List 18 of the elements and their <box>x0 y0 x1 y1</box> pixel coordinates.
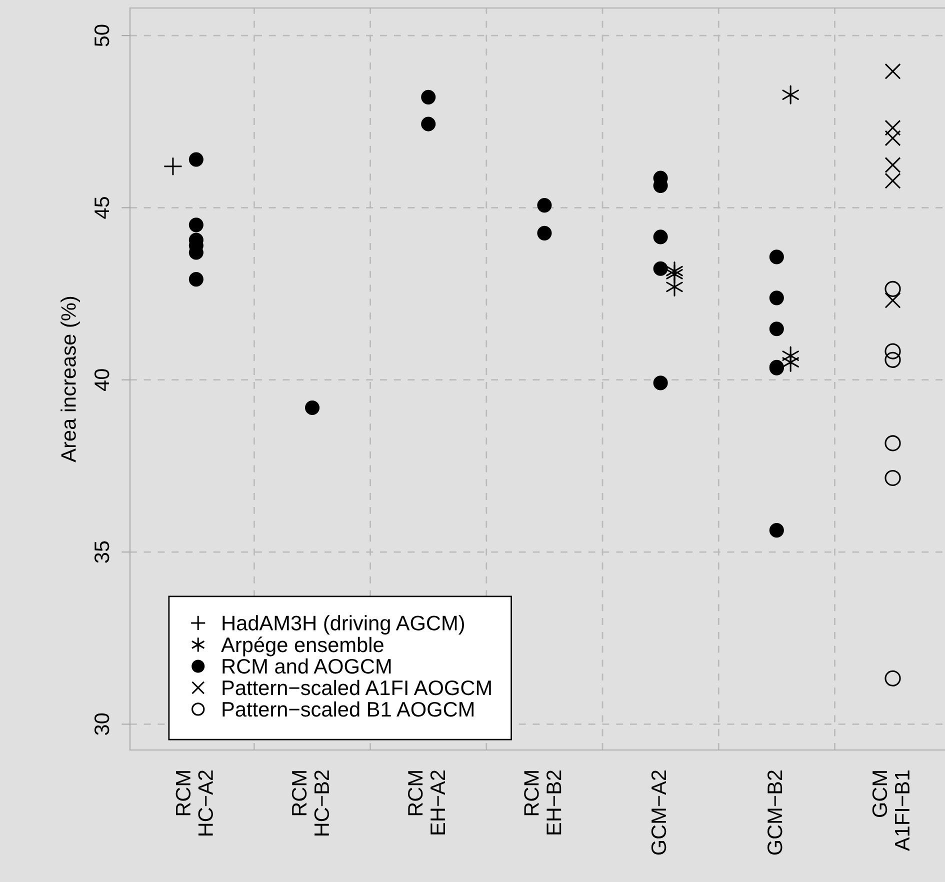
x-tick-label: RCM EH−A2 <box>408 770 445 834</box>
y-tick-label: 45 <box>94 196 110 219</box>
legend-label: HadAM3H (driving AGCM) <box>222 615 464 635</box>
x-tick-label: GCM A1FI−B1 <box>872 770 910 852</box>
y-tick-label: 30 <box>94 713 110 735</box>
x-tick-label: GCM−B2 <box>768 770 782 855</box>
x-tick-label: RCM HC−B2 <box>292 770 330 836</box>
y-tick-label: 50 <box>94 24 110 46</box>
legend-label: RCM and AOGCM <box>222 658 391 674</box>
x-tick-label: RCM HC−A2 <box>176 770 213 836</box>
legend-label: Arpége ensemble <box>221 636 384 656</box>
legend-label: Pattern−scaled B1 AOGCM <box>222 701 474 717</box>
y-tick-label: 35 <box>94 541 110 563</box>
x-tick-label: GCM−A2 <box>651 770 666 855</box>
x-tick-label: RCM EH−B2 <box>524 770 562 834</box>
legend-label: Pattern−scaled A1FI AOGCM <box>222 680 491 696</box>
y-axis-title: Area increase (%) <box>60 296 80 462</box>
y-tick-label: 40 <box>94 369 110 391</box>
